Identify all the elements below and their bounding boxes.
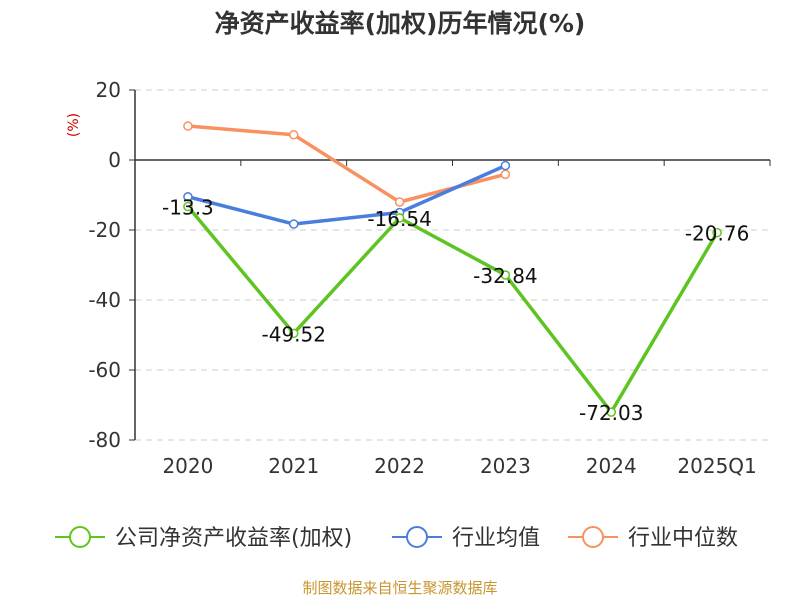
legend-marker-icon (582, 526, 604, 548)
data-point (183, 121, 193, 131)
data-point (500, 160, 511, 171)
legend: 公司净资产收益率(加权) 行业均值 行业中位数 (55, 526, 738, 551)
data-point (500, 270, 511, 280)
data-label: -49.52 (262, 322, 326, 346)
data-label-layer: -13.3 -49.52 -16.54 -32.84 -72.03 -20.76 (162, 196, 749, 426)
data-point (289, 130, 299, 140)
legend-label: 行业中位数 (628, 526, 738, 551)
y-tick-label: -20 (88, 218, 121, 242)
x-tick-label: 2020 (162, 454, 213, 478)
legend-marker-icon (69, 526, 91, 548)
data-point (500, 169, 511, 180)
legend-item: 公司净资产收益率(加权) (55, 526, 352, 551)
grid-layer (135, 89, 770, 441)
y-axis-label: (%) (66, 113, 82, 137)
legend-label: 公司净资产收益率(加权) (115, 526, 352, 551)
x-tick-label: 2023 (480, 454, 531, 478)
data-point (712, 227, 722, 238)
data-point (289, 219, 299, 229)
axis-layer: 20 0 -20 -40 -60 -80 2020 2021 2022 2023 2024 2025Q… (66, 78, 771, 478)
data-label: -32.84 (473, 264, 537, 288)
x-tick-label: 2022 (374, 454, 425, 478)
data-label: -13.3 (162, 196, 214, 220)
x-tick-label: 2025Q1 (677, 454, 756, 478)
y-tick-label: -80 (88, 428, 121, 452)
y-tick-label: 20 (96, 78, 121, 102)
data-point (289, 328, 299, 339)
series-layer (183, 121, 722, 417)
chart-title: 净资产收益率(加权)历年情况(%) (214, 9, 586, 38)
legend-item: 行业均值 (392, 526, 540, 551)
y-tick-label: 0 (108, 148, 121, 172)
data-label: -72.03 (579, 401, 643, 425)
y-tick-label: -60 (88, 358, 121, 382)
data-label: -16.54 (367, 207, 431, 231)
data-label: -20.76 (685, 222, 749, 246)
data-point (183, 192, 193, 202)
legend-marker-icon (406, 526, 428, 548)
y-tick-label: -40 (88, 288, 121, 312)
legend-label: 行业均值 (452, 526, 540, 551)
data-point (394, 197, 405, 207)
series-line (186, 205, 719, 414)
series-line (187, 164, 507, 226)
data-point (183, 201, 193, 212)
data-point (606, 407, 616, 417)
source-note: 制图数据来自恒生聚源数据库 (302, 579, 498, 597)
legend-item: 行业中位数 (568, 526, 738, 551)
data-point (394, 213, 405, 223)
x-tick-label: 2021 (268, 454, 319, 478)
x-tick-label: 2024 (586, 454, 637, 478)
